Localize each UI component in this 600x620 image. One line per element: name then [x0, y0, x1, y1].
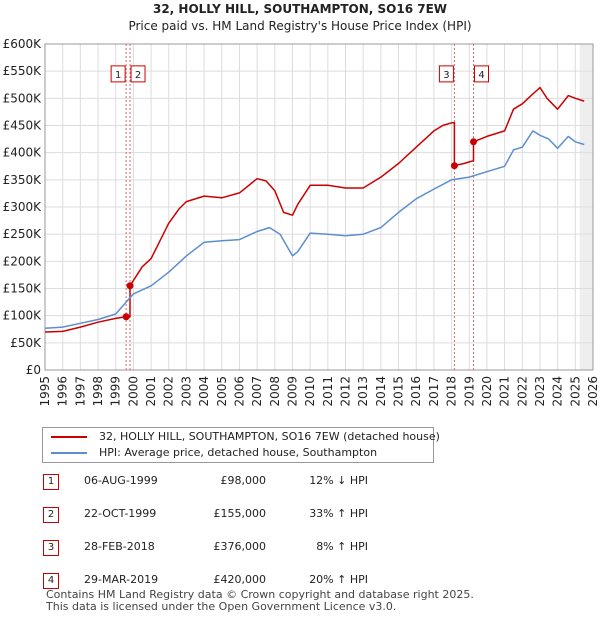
x-tick-label: 2005 — [215, 376, 229, 407]
transaction-point — [450, 162, 458, 170]
y-tick-label: £100K — [3, 309, 43, 323]
y-tick-label: £300K — [3, 200, 43, 214]
transaction-date: 28-FEB-2018 — [84, 540, 155, 553]
transaction-price: £420,000 — [213, 573, 267, 586]
chart-title: 32, HOLLY HILL, SOUTHAMPTON, SO16 7EW — [153, 2, 447, 16]
transaction-date: 22-OCT-1999 — [84, 507, 157, 520]
transaction-marker-box — [474, 65, 490, 83]
x-tick-label: 2000 — [126, 376, 140, 407]
x-tick-label: 2014 — [374, 376, 388, 407]
transaction-price: £155,000 — [213, 507, 267, 520]
x-tick-label: 2012 — [339, 376, 353, 407]
legend: 32, HOLLY HILL, SOUTHAMPTON, SO16 7EW (d… — [42, 427, 440, 463]
footer-license: This data is licensed under the Open Gov… — [46, 600, 397, 613]
transaction-hpi: 20% ↑ HPI — [309, 573, 368, 586]
transaction-marker-box — [130, 65, 146, 83]
x-tick-label: 2025 — [568, 376, 582, 407]
transaction-marker-label: 2 — [135, 70, 141, 81]
x-tick-label: 2003 — [179, 376, 193, 407]
x-tick-label: 2015 — [392, 376, 406, 407]
hpi-line — [44, 130, 585, 329]
x-tick-label: 2001 — [144, 376, 158, 407]
y-tick-label: £150K — [3, 282, 43, 296]
legend-label-property: 32, HOLLY HILL, SOUTHAMPTON, SO16 7EW (d… — [99, 430, 440, 443]
transaction-price: £98,000 — [220, 474, 267, 487]
transaction-badge: 4 — [43, 573, 59, 589]
transaction-date: 29-MAR-2019 — [84, 573, 159, 586]
transaction-marker-label: 4 — [478, 70, 484, 81]
property-price-line — [44, 86, 585, 333]
x-tick-label: 2021 — [498, 376, 512, 407]
y-tick-label: £350K — [3, 173, 43, 187]
x-tick-label: 2023 — [533, 376, 547, 407]
y-tick-label: £550K — [3, 64, 43, 78]
y-tick-label: £50K — [10, 336, 42, 350]
x-tick-label: 2017 — [427, 376, 441, 407]
transaction-point — [122, 313, 130, 321]
y-tick-label: £250K — [3, 227, 43, 241]
x-tick-label: 1999 — [109, 376, 123, 407]
legend-swatch-hpi — [51, 452, 87, 454]
y-tick-label: £200K — [3, 254, 43, 268]
x-tick-label: 2020 — [480, 376, 494, 407]
transaction-marker-box — [110, 65, 126, 83]
y-tick-label: £500K — [3, 91, 43, 105]
x-tick-label: 2002 — [162, 376, 176, 407]
transaction-marker-label: 1 — [115, 70, 121, 81]
x-tick-label: 2022 — [515, 376, 529, 407]
legend-label-hpi: HPI: Average price, detached house, Sout… — [99, 446, 378, 459]
transaction-badge: 2 — [43, 507, 59, 523]
x-tick-label: 2008 — [268, 376, 282, 407]
x-tick-label: 1996 — [56, 376, 70, 407]
x-tick-label: 2010 — [303, 376, 317, 407]
x-tick-label: 2011 — [321, 376, 335, 407]
x-tick-label: 2009 — [285, 376, 299, 407]
footer: Contains HM Land Registry data © Crown c… — [46, 589, 474, 613]
x-tick-label: 2016 — [409, 376, 423, 407]
x-tick-label: 2019 — [462, 376, 476, 407]
transaction-price: £376,000 — [213, 540, 267, 553]
x-tick-label: 2024 — [551, 376, 565, 407]
transaction-point — [470, 138, 478, 146]
price-chart: 32, HOLLY HILL, SOUTHAMPTON, SO16 7EW Pr… — [3, 2, 600, 407]
x-tick-label: 2013 — [356, 376, 370, 407]
transaction-hpi: 8% ↑ HPI — [316, 540, 368, 553]
x-tick-label: 1995 — [38, 376, 52, 407]
transaction-date: 06-AUG-1999 — [84, 474, 158, 487]
x-tick-label: 2007 — [250, 376, 264, 407]
table-row: 2 22-OCT-1999 £155,000 33% ↑ HPI — [38, 505, 438, 525]
transaction-point — [126, 282, 134, 290]
x-tick-label: 1997 — [73, 376, 87, 407]
table-row: 3 28-FEB-2018 £376,000 8% ↑ HPI — [38, 538, 438, 558]
footer-copyright: Contains HM Land Registry data © Crown c… — [46, 588, 474, 601]
x-tick-label: 2006 — [232, 376, 246, 407]
transaction-badge: 1 — [43, 474, 59, 490]
plot-frame — [44, 43, 594, 371]
plot-area: £0 £50K £100K £150K £200K £250K £300K £350K £400… — [3, 37, 600, 407]
transaction-badge: 3 — [43, 540, 59, 556]
transaction-hpi: 12% ↓ HPI — [309, 474, 368, 487]
x-tick-label: 2018 — [445, 376, 459, 407]
y-tick-label: £400K — [3, 146, 43, 160]
x-tick-label: 1998 — [91, 376, 105, 407]
legend-swatch-property — [51, 436, 87, 438]
chart-subtitle: Price paid vs. HM Land Registry's House … — [128, 19, 471, 33]
transaction-marker-box — [438, 65, 454, 83]
y-tick-label: £450K — [3, 119, 43, 133]
y-tick-label: £600K — [3, 37, 43, 51]
table-row: 4 29-MAR-2019 £420,000 20% ↑ HPI — [38, 571, 438, 591]
x-tick-label: 2004 — [197, 376, 211, 407]
x-tick-label: 2026 — [586, 376, 600, 407]
transaction-marker-label: 3 — [443, 70, 449, 81]
transaction-hpi: 33% ↑ HPI — [309, 507, 368, 520]
y-tick-label: £0 — [26, 363, 41, 377]
table-row: 1 06-AUG-1999 £98,000 12% ↓ HPI — [38, 472, 438, 492]
